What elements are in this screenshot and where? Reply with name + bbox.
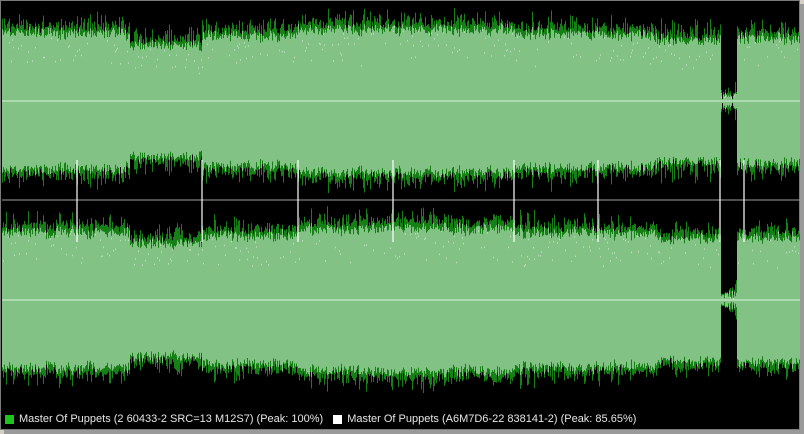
legend-label-track-2: Master Of Puppets (A6M7D6-22 838141-2) (… bbox=[347, 413, 637, 425]
waveform-secondary-peaks bbox=[3, 227, 799, 300]
white-square-icon bbox=[333, 414, 343, 424]
window-shadow-right bbox=[800, 4, 804, 434]
legend-label-track-1: Master Of Puppets (2 60433-2 SRC=13 M12S… bbox=[19, 413, 324, 425]
legend-item-track-2: Master Of Puppets (A6M7D6-22 838141-2) (… bbox=[333, 413, 636, 425]
green-square-icon bbox=[5, 414, 14, 424]
waveform-canvas[interactable] bbox=[2, 2, 800, 406]
legend-item-track-1: Master Of Puppets (2 60433-2 SRC=13 M12S… bbox=[5, 413, 323, 425]
window-shadow-bottom bbox=[4, 430, 804, 434]
waveform-secondary-peaks bbox=[9, 26, 799, 99]
channel-bottom-waveform bbox=[2, 206, 800, 394]
legend-bar: Master Of Puppets (2 60433-2 SRC=13 M12S… bbox=[1, 407, 801, 431]
channel-top-waveform bbox=[2, 8, 800, 194]
